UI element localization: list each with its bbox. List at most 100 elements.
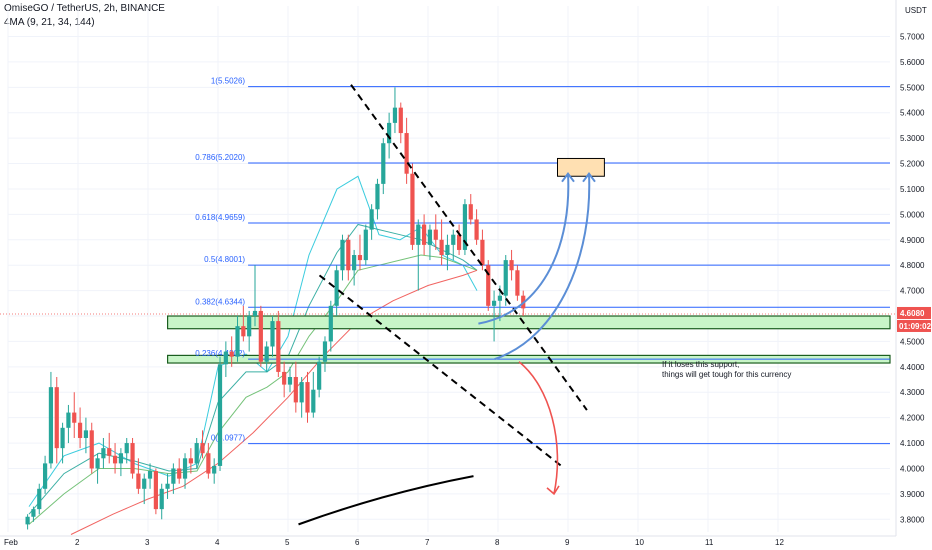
candle-body bbox=[258, 310, 263, 362]
currency-label: USDT bbox=[905, 6, 927, 15]
candle-body bbox=[48, 387, 54, 464]
support-zone bbox=[167, 315, 891, 330]
candle-body bbox=[352, 255, 357, 271]
candle-body bbox=[427, 229, 433, 245]
candle-body bbox=[83, 430, 89, 438]
candle-body bbox=[456, 234, 462, 250]
candle-body bbox=[60, 427, 65, 449]
fib-level-label: 0.5(4.8001) bbox=[204, 255, 245, 264]
annotation-text: If it loses this support, bbox=[662, 360, 739, 369]
grid bbox=[7, 6, 890, 532]
candle-body bbox=[445, 244, 450, 256]
candle-body bbox=[42, 463, 48, 489]
candle-body bbox=[299, 382, 304, 403]
y-tick-label: 4.7000 bbox=[900, 287, 925, 296]
candle-body bbox=[31, 509, 36, 517]
candle-body bbox=[153, 471, 158, 510]
fibonacci-levels: 1(5.5026) 0.786(5.2020) 0.618(4.9659) 0.5(4… bbox=[195, 77, 890, 445]
candle-body bbox=[182, 458, 188, 479]
candle-body bbox=[171, 468, 176, 484]
candle-body bbox=[491, 300, 497, 306]
candle-body bbox=[468, 204, 473, 220]
y-tick-label: 5.0000 bbox=[900, 210, 925, 219]
candle-body bbox=[311, 389, 316, 413]
annotation-text: things will get tough for this currency bbox=[662, 370, 791, 379]
blue-arrow-head bbox=[561, 172, 575, 183]
y-tick-label: 4.1000 bbox=[900, 439, 925, 448]
candle-body bbox=[282, 371, 287, 385]
candle-body bbox=[229, 351, 234, 357]
candle-body bbox=[247, 316, 252, 337]
y-tick-label: 4.8000 bbox=[900, 261, 925, 270]
blue-arrow-curve bbox=[478, 173, 570, 325]
rising-trendline bbox=[298, 475, 474, 526]
candle-body bbox=[439, 239, 444, 256]
y-tick-label: 5.7000 bbox=[900, 32, 925, 41]
candle-body bbox=[433, 229, 438, 240]
candle-body bbox=[223, 351, 228, 365]
candle-body bbox=[107, 448, 112, 456]
x-tick-label: Feb bbox=[4, 538, 18, 547]
y-tick-label: 5.6000 bbox=[900, 58, 925, 67]
trendline-dashed bbox=[318, 274, 566, 470]
candle-body bbox=[381, 143, 386, 184]
candle-body bbox=[363, 229, 368, 261]
candle-body bbox=[72, 412, 77, 423]
y-tick-label: 5.3000 bbox=[900, 134, 925, 143]
candle-body bbox=[217, 364, 223, 466]
fib-level-label: 0.382(4.6344) bbox=[195, 297, 245, 306]
candle-body bbox=[118, 453, 123, 464]
candle-body bbox=[369, 209, 374, 230]
x-tick-label: 8 bbox=[495, 538, 500, 547]
y-tick-label: 4.3000 bbox=[900, 388, 925, 397]
candle-body bbox=[480, 239, 485, 266]
candle-body bbox=[101, 448, 106, 459]
candle-body bbox=[422, 224, 427, 245]
candle-body bbox=[334, 270, 339, 306]
x-tick-label: 12 bbox=[775, 538, 784, 547]
candle-body bbox=[77, 422, 83, 438]
candle-body bbox=[497, 295, 503, 301]
candle-body bbox=[322, 341, 328, 362]
candle-body bbox=[112, 455, 118, 464]
candle-body bbox=[410, 173, 415, 245]
chart-title: OmiseGO / TetherUS, 2h, BINANCE bbox=[4, 3, 165, 14]
candle-body bbox=[66, 412, 71, 428]
fib-level-label: 0.236(4.4302) bbox=[195, 349, 245, 358]
candle-body bbox=[404, 133, 409, 174]
candle-body bbox=[392, 107, 398, 123]
candle-body bbox=[416, 224, 421, 245]
x-tick-label: 11 bbox=[705, 538, 714, 547]
countdown-badge bbox=[897, 319, 931, 332]
y-tick-label: 4.4000 bbox=[900, 363, 925, 372]
candle-body bbox=[346, 239, 351, 271]
ma-line-ma34 bbox=[28, 254, 478, 525]
target-box bbox=[557, 157, 605, 177]
candle-body bbox=[136, 473, 141, 489]
fib-level-label: 0.618(4.9659) bbox=[195, 213, 245, 222]
candle-body bbox=[515, 270, 520, 296]
candle-body bbox=[276, 321, 281, 372]
blue-arrow-curve bbox=[494, 173, 591, 361]
candle-body bbox=[241, 326, 246, 337]
x-tick-label: 7 bbox=[425, 538, 430, 547]
x-tick-label: 5 bbox=[285, 538, 290, 547]
candle-body bbox=[147, 471, 153, 479]
y-tick-label: 4.0000 bbox=[900, 464, 925, 473]
y-tick-label: 4.2000 bbox=[900, 414, 925, 423]
candle-body bbox=[142, 478, 147, 489]
candle-body bbox=[188, 458, 193, 464]
candle-body bbox=[387, 122, 392, 144]
candle-body bbox=[287, 376, 293, 385]
x-tick-label: 6 bbox=[355, 538, 360, 547]
candle-body bbox=[177, 468, 182, 479]
candle-body bbox=[375, 183, 380, 210]
candle-body bbox=[503, 260, 508, 296]
trendline-dashed bbox=[350, 84, 588, 411]
price-badges: 4.6080 01:09:02 bbox=[897, 306, 932, 332]
candle-body bbox=[159, 488, 164, 510]
x-tick-label: 2 bbox=[75, 538, 80, 547]
x-tick-label: 3 bbox=[145, 538, 150, 547]
